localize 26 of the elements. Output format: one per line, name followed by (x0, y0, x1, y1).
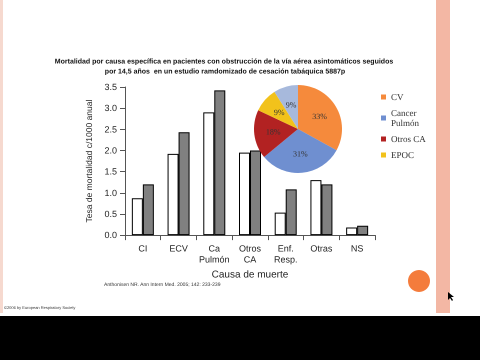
data-label: 9% (286, 100, 297, 110)
x-tick-label: NS (350, 244, 364, 254)
data-label: 9% (274, 108, 285, 117)
data-label: 18% (266, 128, 281, 137)
y-tick-label: 1.5 (104, 166, 117, 177)
y-tick-label: 2.5 (104, 124, 117, 134)
x-tick-label: Enf. Resp. (274, 244, 298, 265)
y-tick-label: 2.0 (104, 145, 117, 156)
x-tick-label: ECV (169, 244, 188, 254)
legend-label: CV (391, 92, 404, 102)
x-tick-label: CI (138, 244, 148, 254)
y-tick-label: 0.5 (104, 208, 117, 219)
data-label: 33% (312, 112, 328, 121)
x-tick-label: Otros CA (238, 244, 262, 265)
x-tick-label: Ca Pulmón (199, 244, 230, 265)
data-label: 31% (293, 149, 308, 158)
legend-label: Cancer Pulmón (391, 108, 420, 128)
y-axis-title: Tesa de mortalidad c/1000 anual (84, 100, 94, 222)
y-tick-label: 1.0 (104, 188, 117, 198)
y-tick-label: 3.0 (104, 103, 117, 114)
x-tick-label: Otras (310, 244, 333, 254)
x-axis-title: Causa de muerte (212, 270, 289, 280)
legend-label: Otros CA (391, 134, 426, 144)
y-tick-label: 0.0 (104, 230, 117, 240)
y-tick-label: 3.5 (104, 82, 117, 92)
legend-label: EPOC (391, 150, 414, 160)
